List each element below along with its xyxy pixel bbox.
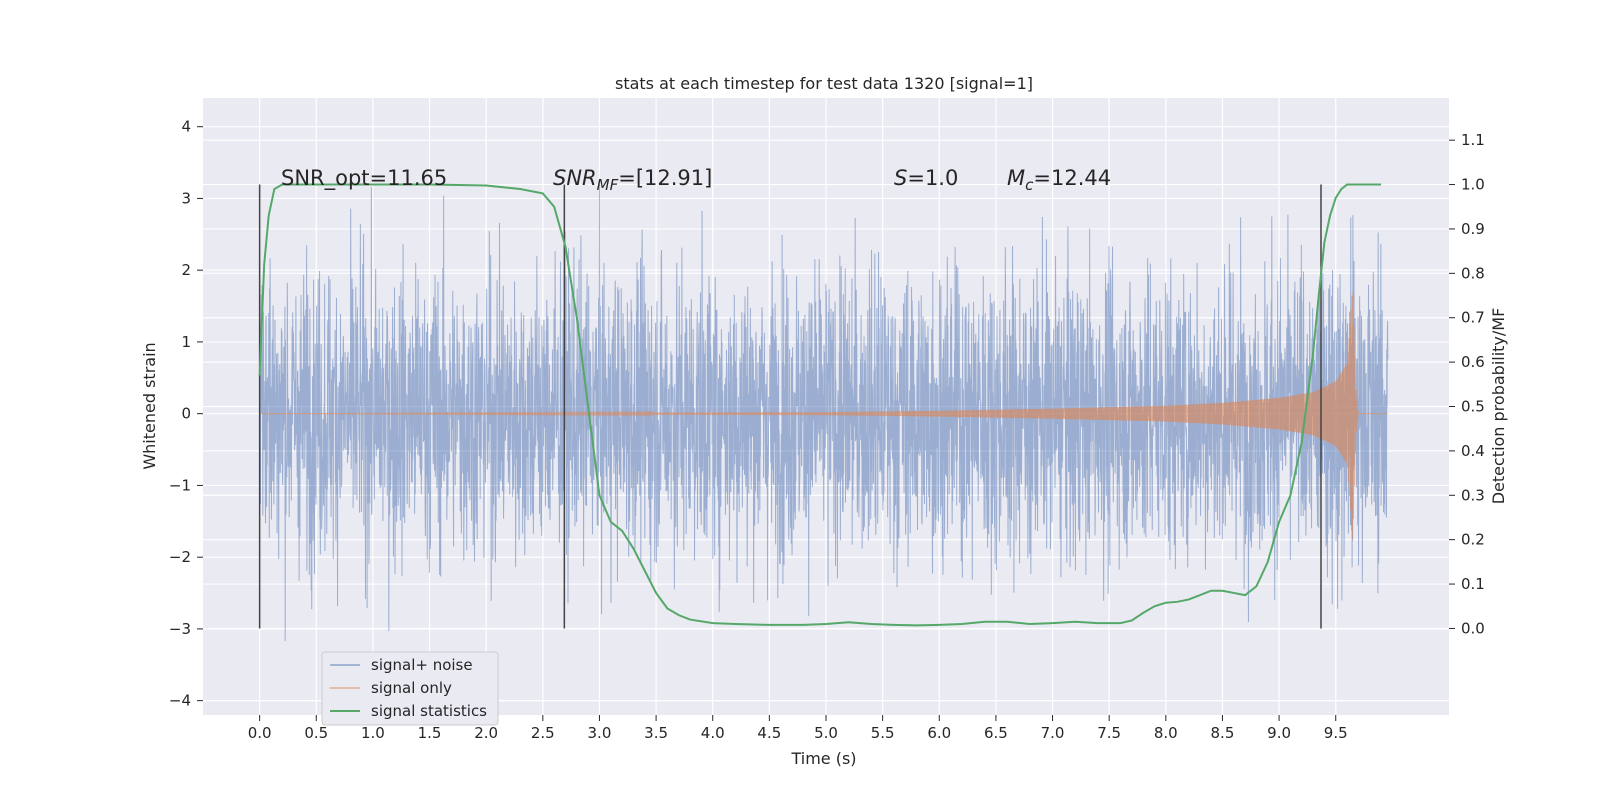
x-tick-label-8: 4.0 xyxy=(701,724,725,742)
x-tick-label-14: 7.0 xyxy=(1041,724,1065,742)
x-tick-label-0: 0.0 xyxy=(248,724,272,742)
y-axis-ticks: −4 −3 −2 −1 0 1 2 3 4 xyxy=(169,118,203,710)
annotation-snr-mf-subscript: MF xyxy=(597,176,619,194)
x-tick-label-16: 8.0 xyxy=(1154,724,1178,742)
x-tick-label-19: 9.5 xyxy=(1324,724,1348,742)
annotation-mc-symbol: M xyxy=(1007,166,1025,190)
y2-tick-label-2: 0.2 xyxy=(1461,531,1485,549)
x-tick-label-15: 7.5 xyxy=(1097,724,1121,742)
x-tick-label-1: 0.5 xyxy=(304,724,328,742)
x-tick-label-18: 9.0 xyxy=(1267,724,1291,742)
y2-tick-label-7: 0.7 xyxy=(1461,309,1485,327)
y-tick-label-2: −2 xyxy=(169,548,191,566)
y-tick-label-6: 2 xyxy=(181,261,191,279)
x-tick-label-11: 5.5 xyxy=(871,724,895,742)
annotation-s-value: =1.0 xyxy=(907,166,958,190)
annotation-snr-mf: SNRMF=[12.91] xyxy=(553,166,712,194)
annotation-mc-value: =12.44 xyxy=(1033,166,1111,190)
x-tick-label-5: 2.5 xyxy=(531,724,555,742)
x-tick-label-12: 6.0 xyxy=(927,724,951,742)
x-tick-label-3: 1.5 xyxy=(418,724,442,742)
x-tick-label-6: 3.0 xyxy=(588,724,612,742)
annotation-snr-mf-symbol: SNR xyxy=(553,166,597,190)
signal-noise-line xyxy=(259,183,1389,642)
series-signal-statistics xyxy=(258,183,1382,627)
y2-tick-label-0: 0.0 xyxy=(1461,619,1485,637)
y2-tick-label-11: 1.1 xyxy=(1461,131,1485,149)
signal-statistics-line xyxy=(258,183,1382,627)
x-tick-label-13: 6.5 xyxy=(984,724,1008,742)
y2-axis-label: Detection probability/MF xyxy=(1489,308,1508,505)
legend-label-signal-only: signal only xyxy=(371,679,452,697)
annotation-s: S=1.0 xyxy=(894,166,958,190)
y2-axis-ticks: 0.0 0.1 0.2 0.3 0.4 0.5 0.6 0.7 0.8 0.9 1.0 1.1 xyxy=(1449,131,1485,637)
legend: signal+ noise signal only signal statist… xyxy=(321,651,499,726)
y2-tick-label-8: 0.8 xyxy=(1461,264,1485,282)
y-tick-label-0: −4 xyxy=(169,692,191,710)
annotation-snr-opt: SNR_opt=11.65 xyxy=(281,166,447,191)
y-tick-label-8: 4 xyxy=(181,118,191,136)
x-tick-label-17: 8.5 xyxy=(1211,724,1235,742)
x-tick-label-2: 1.0 xyxy=(361,724,385,742)
x-axis-ticks: 0.0 0.5 1.0 1.5 2.0 2.5 3.0 3.5 4.0 4.5 5.0 5.5 6.0 6… xyxy=(248,715,1348,742)
y2-tick-label-9: 0.9 xyxy=(1461,220,1485,238)
legend-label-signal-statistics: signal statistics xyxy=(371,702,487,720)
series-signal-only xyxy=(259,292,1388,540)
legend-box xyxy=(321,651,499,726)
y2-tick-label-10: 1.0 xyxy=(1461,176,1485,194)
x-tick-label-4: 2.0 xyxy=(474,724,498,742)
x-tick-label-7: 3.5 xyxy=(644,724,668,742)
y2-tick-label-4: 0.4 xyxy=(1461,442,1485,460)
vertical-markers xyxy=(258,184,1322,629)
y2-tick-label-3: 0.3 xyxy=(1461,486,1485,504)
chart-title: stats at each timestep for test data 132… xyxy=(615,74,1033,93)
annotation-s-symbol: S xyxy=(894,166,907,190)
annotation-mc-subscript: c xyxy=(1025,176,1034,194)
y-tick-label-7: 3 xyxy=(181,189,191,207)
legend-label-signal-noise: signal+ noise xyxy=(371,656,473,674)
series-signal-noise xyxy=(259,183,1389,642)
x-tick-label-9: 4.5 xyxy=(757,724,781,742)
x-axis-label: Time (s) xyxy=(790,749,856,768)
x-tick-label-10: 5.0 xyxy=(814,724,838,742)
y-tick-label-5: 1 xyxy=(181,333,191,351)
y-tick-label-4: 0 xyxy=(181,405,191,423)
annotation-mc: Mc=12.44 xyxy=(1007,166,1111,194)
y2-tick-label-5: 0.5 xyxy=(1461,398,1485,416)
annotation-snr-mf-value: =[12.91] xyxy=(618,166,712,190)
y-axis-label: Whitened strain xyxy=(140,342,159,469)
y2-tick-label-6: 0.6 xyxy=(1461,353,1485,371)
y2-tick-label-1: 0.1 xyxy=(1461,575,1485,593)
signal-only-line xyxy=(259,292,1388,540)
y-tick-label-3: −1 xyxy=(169,476,191,494)
y-tick-label-1: −3 xyxy=(169,620,191,638)
